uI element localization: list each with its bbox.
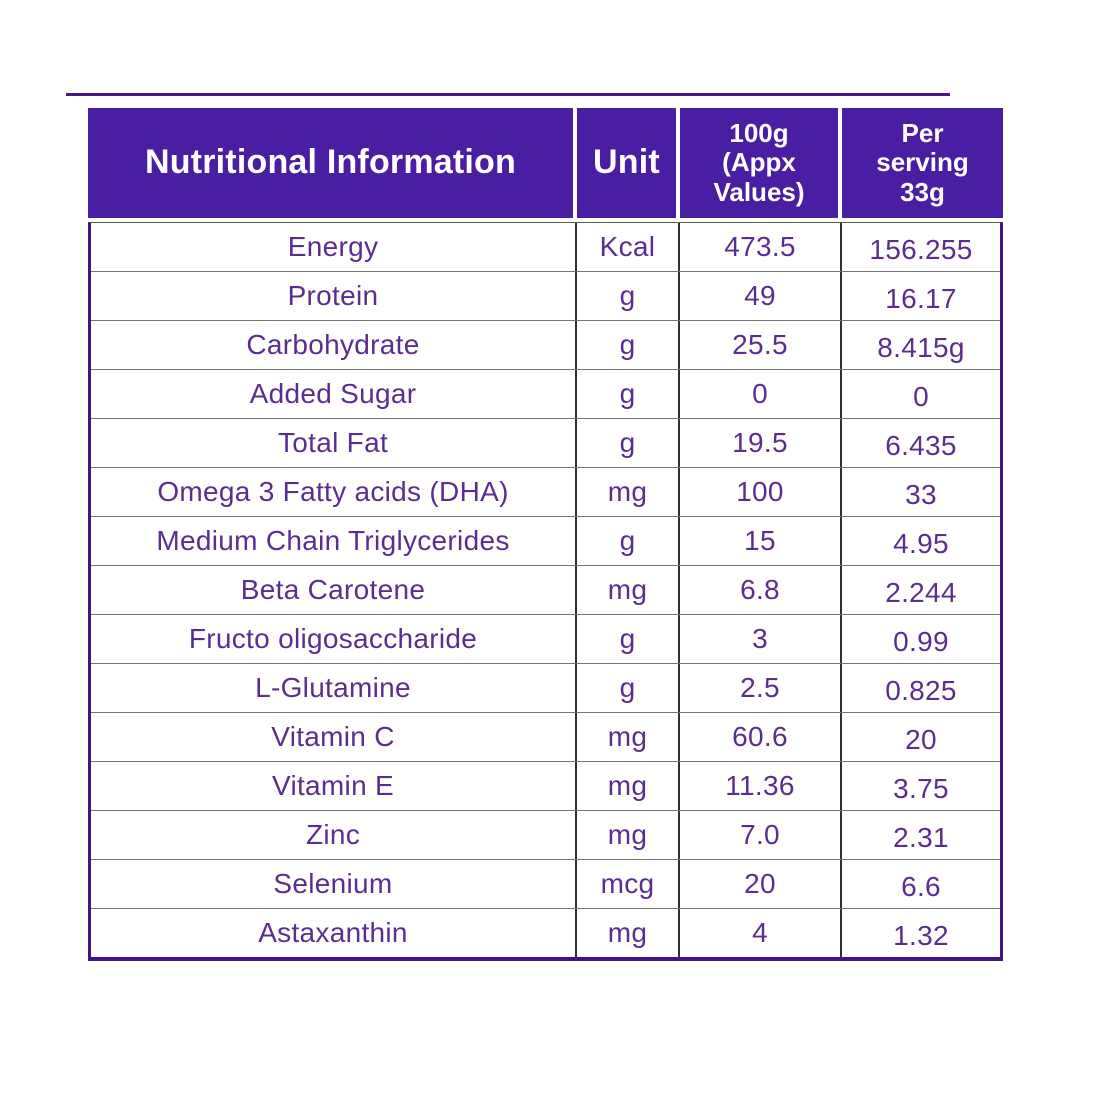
nutrient-unit: mg	[577, 566, 680, 614]
value-per-100g: 6.8	[680, 566, 842, 614]
nutrient-unit: g	[577, 615, 680, 663]
table-row-fructo-oligosaccharide: Fructo oligosaccharide g 3 0.99	[91, 615, 1000, 664]
table-row-beta-carotene: Beta Carotene mg 6.8 2.244	[91, 566, 1000, 615]
value-per-100g: 20	[680, 860, 842, 908]
table-row-total-fat: Total Fat g 19.5 6.435	[91, 419, 1000, 468]
nutrient-unit: Kcal	[577, 223, 680, 271]
value-per-100g: 2.5	[680, 664, 842, 712]
header-label-line: 33g	[900, 176, 945, 207]
nutrient-unit: mg	[577, 909, 680, 957]
value-per-100g: 15	[680, 517, 842, 565]
value-per-serving: 0.825	[885, 675, 957, 706]
nutrient-name: Vitamin C	[91, 713, 577, 761]
header-cell-100g-appx-values: 100g (Appx Values)	[680, 108, 842, 218]
nutrient-name: Total Fat	[91, 419, 577, 467]
table-row-vitamin-c: Vitamin C mg 60.6 20	[91, 713, 1000, 762]
nutrient-name: L-Glutamine	[91, 664, 577, 712]
value-per-100g: 19.5	[680, 419, 842, 467]
header-label-line: serving	[876, 147, 969, 178]
table-row-astaxanthin: Astaxanthin mg 4 1.32	[91, 909, 1000, 957]
value-per-serving: 2.244	[885, 577, 957, 608]
nutrient-unit: g	[577, 517, 680, 565]
header-cell-unit: Unit	[577, 108, 680, 218]
header-cell-per-serving-33g: Per serving 33g	[842, 108, 1003, 218]
value-per-100g: 25.5	[680, 321, 842, 369]
table-row-added-sugar: Added Sugar g 0 0	[91, 370, 1000, 419]
nutrient-unit: g	[577, 272, 680, 320]
value-per-serving: 20	[905, 724, 937, 755]
nutrient-unit: g	[577, 321, 680, 369]
header-label-line: (Appx	[722, 147, 796, 178]
nutrient-unit: g	[577, 419, 680, 467]
nutrient-unit: mg	[577, 762, 680, 810]
nutrient-name: Fructo oligosaccharide	[91, 615, 577, 663]
table-row-energy: Energy Kcal 473.5 156.255	[91, 223, 1000, 272]
value-per-100g: 11.36	[680, 762, 842, 810]
header-label-line: Values)	[713, 176, 805, 207]
value-per-serving: 33	[905, 479, 937, 510]
value-per-serving: 16.17	[885, 283, 957, 314]
table-row-omega-3-fatty-acids: Omega 3 Fatty acids (DHA) mg 100 33	[91, 468, 1000, 517]
nutrient-name: Vitamin E	[91, 762, 577, 810]
value-per-serving: 3.75	[893, 773, 949, 804]
value-per-100g: 4	[680, 909, 842, 957]
table-row-l-glutamine: L-Glutamine g 2.5 0.825	[91, 664, 1000, 713]
value-per-serving: 0.99	[893, 626, 949, 657]
nutrient-unit: mg	[577, 713, 680, 761]
nutrient-unit: g	[577, 370, 680, 418]
nutrient-name: Beta Carotene	[91, 566, 577, 614]
table-body: Energy Kcal 473.5 156.255 Protein g 49 1…	[88, 222, 1003, 961]
header-cell-nutritional-information: Nutritional Information	[88, 108, 577, 218]
nutrient-unit: mg	[577, 468, 680, 516]
nutrient-name: Protein	[91, 272, 577, 320]
nutrient-name: Carbohydrate	[91, 321, 577, 369]
value-per-serving: 8.415g	[877, 332, 965, 363]
value-per-serving: 1.32	[893, 920, 949, 951]
nutrient-name: Selenium	[91, 860, 577, 908]
nutrient-unit: mg	[577, 811, 680, 859]
value-per-serving: 2.31	[893, 822, 949, 853]
nutrient-name: Astaxanthin	[91, 909, 577, 957]
table-row-protein: Protein g 49 16.17	[91, 272, 1000, 321]
value-per-serving: 0	[913, 381, 929, 412]
table-row-zinc: Zinc mg 7.0 2.31	[91, 811, 1000, 860]
nutrient-name: Zinc	[91, 811, 577, 859]
decorative-top-line	[66, 93, 950, 96]
nutrient-unit: g	[577, 664, 680, 712]
value-per-100g: 3	[680, 615, 842, 663]
value-per-100g: 49	[680, 272, 842, 320]
nutritional-information-table: Nutritional Information Unit 100g (Appx …	[88, 108, 1003, 961]
header-label: Unit	[593, 143, 660, 182]
header-label: Nutritional Information	[144, 143, 516, 182]
nutrient-name: Medium Chain Triglycerides	[91, 517, 577, 565]
nutrient-unit: mcg	[577, 860, 680, 908]
value-per-100g: 7.0	[680, 811, 842, 859]
value-per-serving: 6.6	[901, 871, 941, 902]
table-row-selenium: Selenium mcg 20 6.6	[91, 860, 1000, 909]
table-row-medium-chain-triglycerides: Medium Chain Triglycerides g 15 4.95	[91, 517, 1000, 566]
table-row-carbohydrate: Carbohydrate g 25.5 8.415g	[91, 321, 1000, 370]
value-per-serving: 4.95	[893, 528, 949, 559]
nutrient-name: Added Sugar	[91, 370, 577, 418]
nutrient-name: Omega 3 Fatty acids (DHA)	[91, 468, 577, 516]
table-header-row: Nutritional Information Unit 100g (Appx …	[88, 108, 1003, 218]
value-per-100g: 60.6	[680, 713, 842, 761]
nutrient-name: Energy	[91, 223, 577, 271]
value-per-100g: 0	[680, 370, 842, 418]
value-per-serving: 156.255	[869, 234, 973, 265]
value-per-100g: 100	[680, 468, 842, 516]
header-label-line: Per	[901, 117, 944, 148]
table-row-vitamin-e: Vitamin E mg 11.36 3.75	[91, 762, 1000, 811]
header-label-line: 100g	[729, 117, 789, 148]
value-per-100g: 473.5	[680, 223, 842, 271]
value-per-serving: 6.435	[885, 430, 957, 461]
